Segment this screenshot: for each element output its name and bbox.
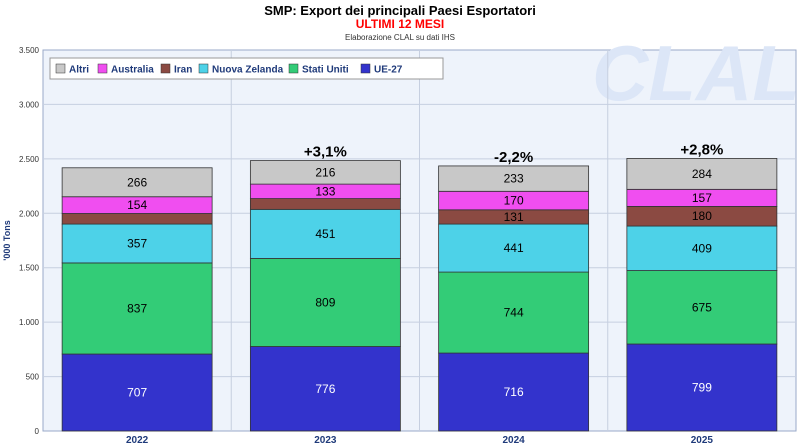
bar-segment	[249, 198, 401, 210]
bar-segment	[438, 352, 590, 432]
y-tick-label: 3.500	[19, 46, 40, 55]
legend-swatch	[360, 63, 371, 74]
bar-value-label: 451	[315, 227, 335, 241]
bar-value-label: 716	[504, 385, 524, 399]
chart-subtitle: ULTIMI 12 MESI	[355, 17, 445, 31]
y-axis-label: '000 Tons	[2, 220, 12, 261]
bar-segment	[438, 271, 590, 354]
legend-box	[49, 57, 444, 80]
bar-segment	[61, 167, 213, 198]
legend-swatch	[288, 63, 299, 74]
legend-swatch	[97, 63, 108, 74]
bar-value-label: 266	[127, 175, 147, 189]
bar-value-label: 357	[127, 236, 147, 250]
bar-value-label: 707	[127, 386, 147, 400]
y-tick-label: 0	[35, 427, 40, 436]
bar-segment	[249, 160, 401, 185]
bar-value-label: 837	[127, 301, 147, 315]
bar-value-label: 133	[315, 184, 335, 198]
bar-value-label: 744	[504, 306, 524, 320]
bar-value-label: 131	[504, 210, 524, 224]
legend-label: Australia	[111, 65, 154, 76]
chart-source: Elaborazione CLAL su dati IHS	[345, 33, 455, 42]
bar-segment	[438, 165, 590, 192]
bar-segment	[626, 158, 778, 190]
bar-value-label: 284	[692, 167, 712, 181]
bar-value-label: 157	[692, 191, 712, 205]
bar-value-label: 809	[315, 295, 335, 309]
bar-segment	[249, 346, 401, 432]
change-annotation: +2,8%	[680, 141, 723, 158]
bar-value-label: 776	[315, 382, 335, 396]
x-tick-label: 2023	[314, 435, 337, 446]
x-tick-label: 2025	[691, 435, 714, 446]
bar-value-label: 233	[504, 172, 524, 186]
bar-value-label: 409	[692, 241, 712, 255]
legend-swatch	[160, 63, 171, 74]
bar-value-label: 180	[692, 209, 712, 223]
bar-value-label: 170	[504, 194, 524, 208]
legend-swatch	[198, 63, 209, 74]
change-annotation: -2,2%	[494, 149, 533, 166]
bar-value-label: 216	[315, 165, 335, 179]
bar-value-label: 799	[692, 381, 712, 395]
watermark-logo: CLAL	[592, 29, 800, 117]
bar-segment	[61, 223, 213, 264]
legend-swatch	[55, 63, 66, 74]
legend-label: Stati Uniti	[302, 65, 349, 76]
bar-segment	[438, 223, 590, 273]
y-tick-label: 2.000	[19, 209, 40, 218]
x-tick-label: 2024	[503, 435, 526, 446]
bar-value-label: 441	[504, 241, 524, 255]
bar-segment	[626, 225, 778, 271]
legend-label: Iran	[174, 65, 192, 76]
bar-value-label: 675	[692, 300, 712, 314]
y-tick-label: 1.000	[19, 318, 40, 327]
y-tick-label: 3.000	[19, 100, 40, 109]
y-tick-label: 2.500	[19, 155, 40, 164]
x-tick-label: 2022	[126, 435, 149, 446]
y-tick-label: 500	[26, 373, 40, 382]
bar-segment	[61, 353, 213, 432]
bar-value-label: 154	[127, 198, 147, 212]
y-tick-label: 1.500	[19, 264, 40, 273]
bar-segment	[626, 270, 778, 345]
legend-label: Nuova Zelanda	[212, 65, 284, 76]
legend-label: Altri	[69, 65, 89, 76]
chart-title: SMP: Export dei principali Paesi Esporta…	[264, 3, 536, 18]
legend-label: UE-27	[374, 65, 403, 76]
bar-segment	[61, 213, 213, 225]
bar-segment	[61, 262, 213, 355]
bar-segment	[249, 208, 401, 259]
bar-segment	[249, 258, 401, 347]
change-annotation: +3,1%	[304, 144, 347, 161]
